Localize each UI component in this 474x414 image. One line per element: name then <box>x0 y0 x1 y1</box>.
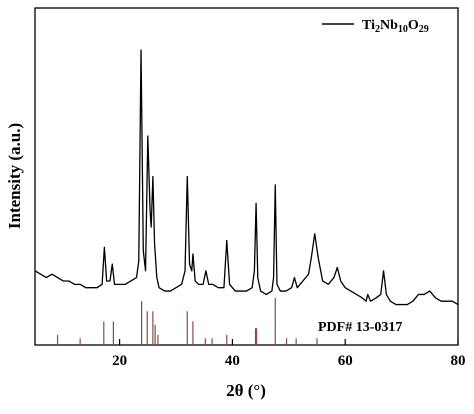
x-tick-label: 80 <box>451 353 466 369</box>
plot-frame <box>34 7 459 346</box>
legend-label: Ti2Nb10O29 <box>362 18 429 35</box>
reference-label: PDF# 13-0317 <box>318 320 402 335</box>
x-axis-label: 2θ (°) <box>226 381 266 400</box>
y-axis-label: Intensity (a.u.) <box>5 123 24 229</box>
data-line <box>34 49 459 306</box>
x-tick-label: 40 <box>225 353 240 369</box>
x-tick-label: 20 <box>112 353 127 369</box>
x-tick-label: 60 <box>338 353 353 369</box>
